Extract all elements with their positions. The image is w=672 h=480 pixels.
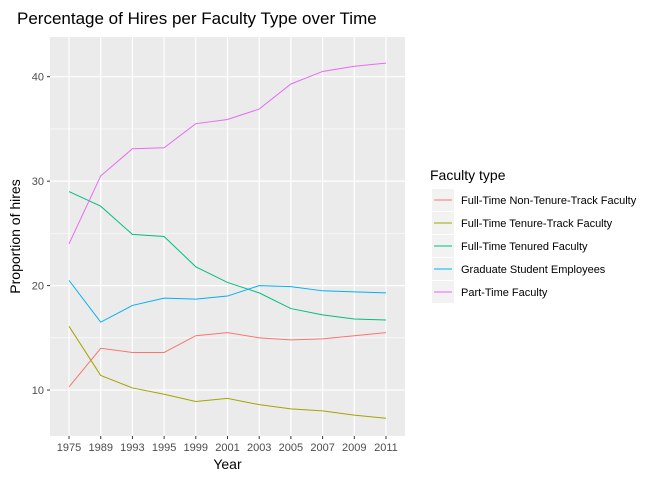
series-lines — [68, 62, 387, 419]
x-tick-label: 1975 — [57, 442, 81, 454]
y-tick-label: 40 — [32, 72, 44, 84]
x-tick-label: 2011 — [374, 442, 398, 454]
x-tick-label: 1995 — [152, 442, 176, 454]
legend-label: Full-Time Tenured Faculty — [461, 241, 588, 253]
y-tick-label: 10 — [32, 385, 44, 397]
y-axis-ticks: 10 20 30 40 — [32, 72, 50, 397]
x-tick-label: 2007 — [310, 442, 334, 454]
legend-label: Full-Time Non-Tenure-Track Faculty — [461, 195, 637, 207]
y-tick-label: 30 — [32, 176, 44, 188]
legend-label: Graduate Student Employees — [461, 264, 606, 276]
legend-label: Part-Time Faculty — [461, 287, 548, 299]
series-line — [68, 332, 387, 388]
y-axis-title: Proportion of hires — [7, 179, 23, 293]
chart-title: Percentage of Hires per Faculty Type ove… — [17, 9, 377, 28]
series-line — [68, 326, 387, 419]
x-tick-label: 1993 — [120, 442, 144, 454]
x-tick-label: 2009 — [342, 442, 366, 454]
legend: Faculty type Full-Time Non-Tenure-Track … — [430, 167, 637, 303]
x-tick-label: 1989 — [88, 442, 112, 454]
x-tick-label: 1999 — [184, 442, 208, 454]
y-tick-label: 20 — [32, 281, 44, 293]
legend-title: Faculty type — [430, 167, 506, 183]
legend-label: Full-Time Tenure-Track Faculty — [461, 218, 613, 230]
x-tick-label: 2001 — [215, 442, 239, 454]
x-axis-title: Year — [213, 456, 242, 472]
series-line — [68, 62, 387, 245]
x-tick-label: 2005 — [279, 442, 303, 454]
series-line — [68, 280, 386, 323]
x-tick-label: 2003 — [247, 442, 271, 454]
x-axis-ticks: 1975 1989 1993 1995 1999 2001 2003 2005 2007 2009… — [57, 436, 398, 454]
series-line — [68, 191, 386, 321]
